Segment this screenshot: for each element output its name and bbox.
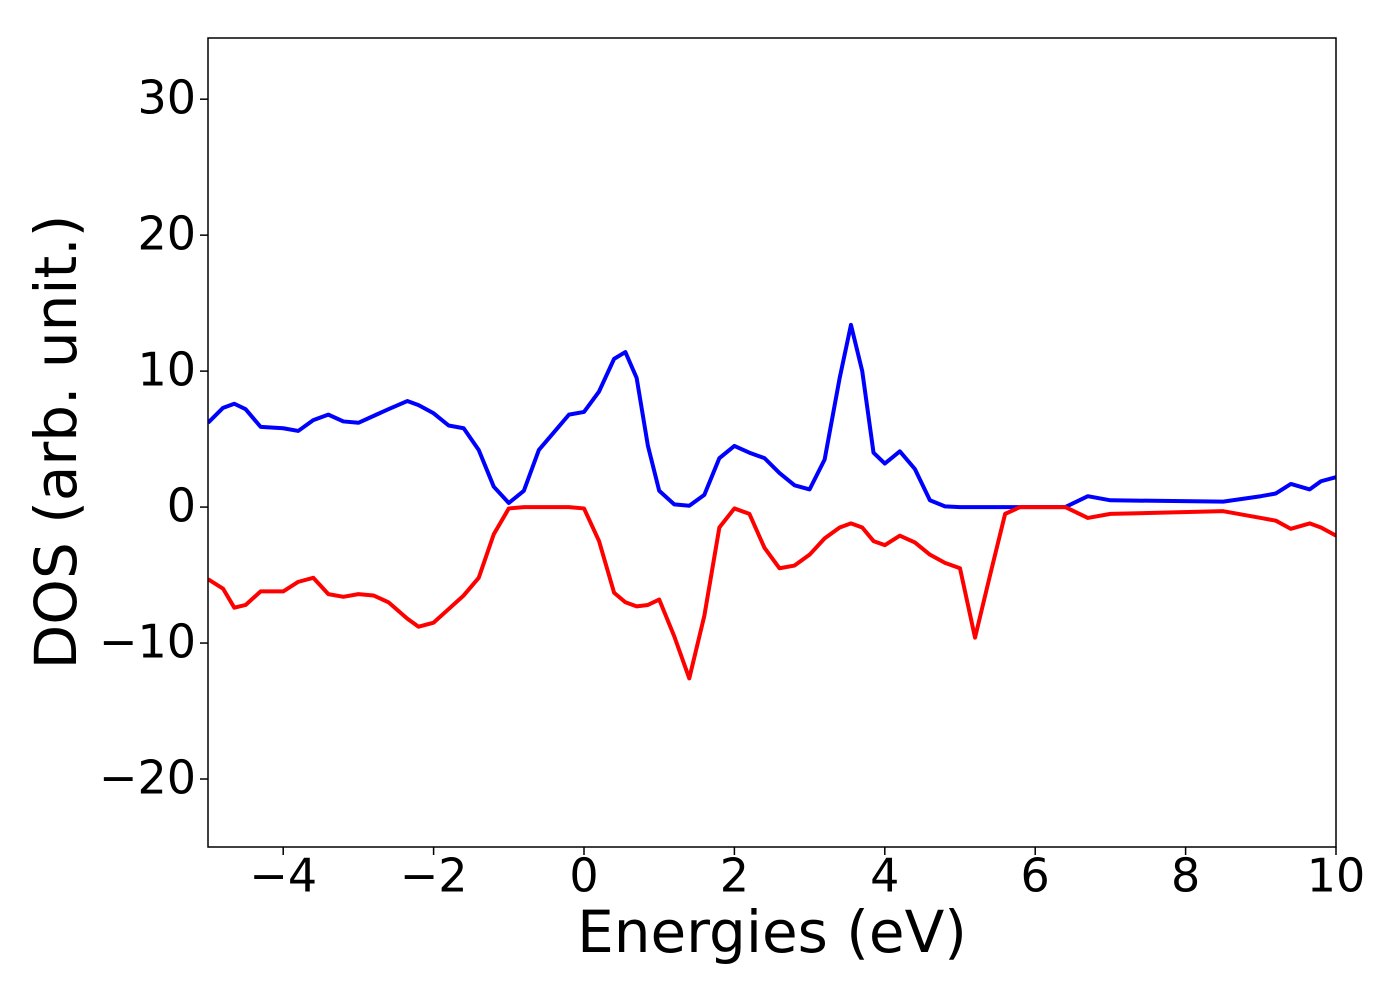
x-tick-label: 4	[870, 849, 899, 903]
y-tick-label: −20	[99, 751, 196, 805]
x-tick-label: 2	[720, 849, 749, 903]
y-axis-label: DOS (arb. unit.)	[22, 215, 90, 670]
y-tick-label: 30	[137, 71, 196, 125]
y-tick-label: −10	[99, 615, 196, 669]
plot-frame	[207, 37, 1337, 848]
x-axis-label: Energies (eV)	[577, 898, 967, 966]
data-line	[208, 505, 1336, 681]
y-tick-label: 10	[137, 343, 196, 397]
x-tick-label: −2	[400, 849, 468, 903]
x-tick-label: 6	[1021, 849, 1050, 903]
x-tick-label: −4	[249, 849, 317, 903]
x-tick-label: 10	[1307, 849, 1366, 903]
y-tick-label: 0	[167, 479, 196, 533]
x-tick-label: 8	[1171, 849, 1200, 903]
y-tick-label: 20	[137, 207, 196, 261]
x-tick-label: 0	[569, 849, 598, 903]
data-line	[208, 322, 1336, 510]
